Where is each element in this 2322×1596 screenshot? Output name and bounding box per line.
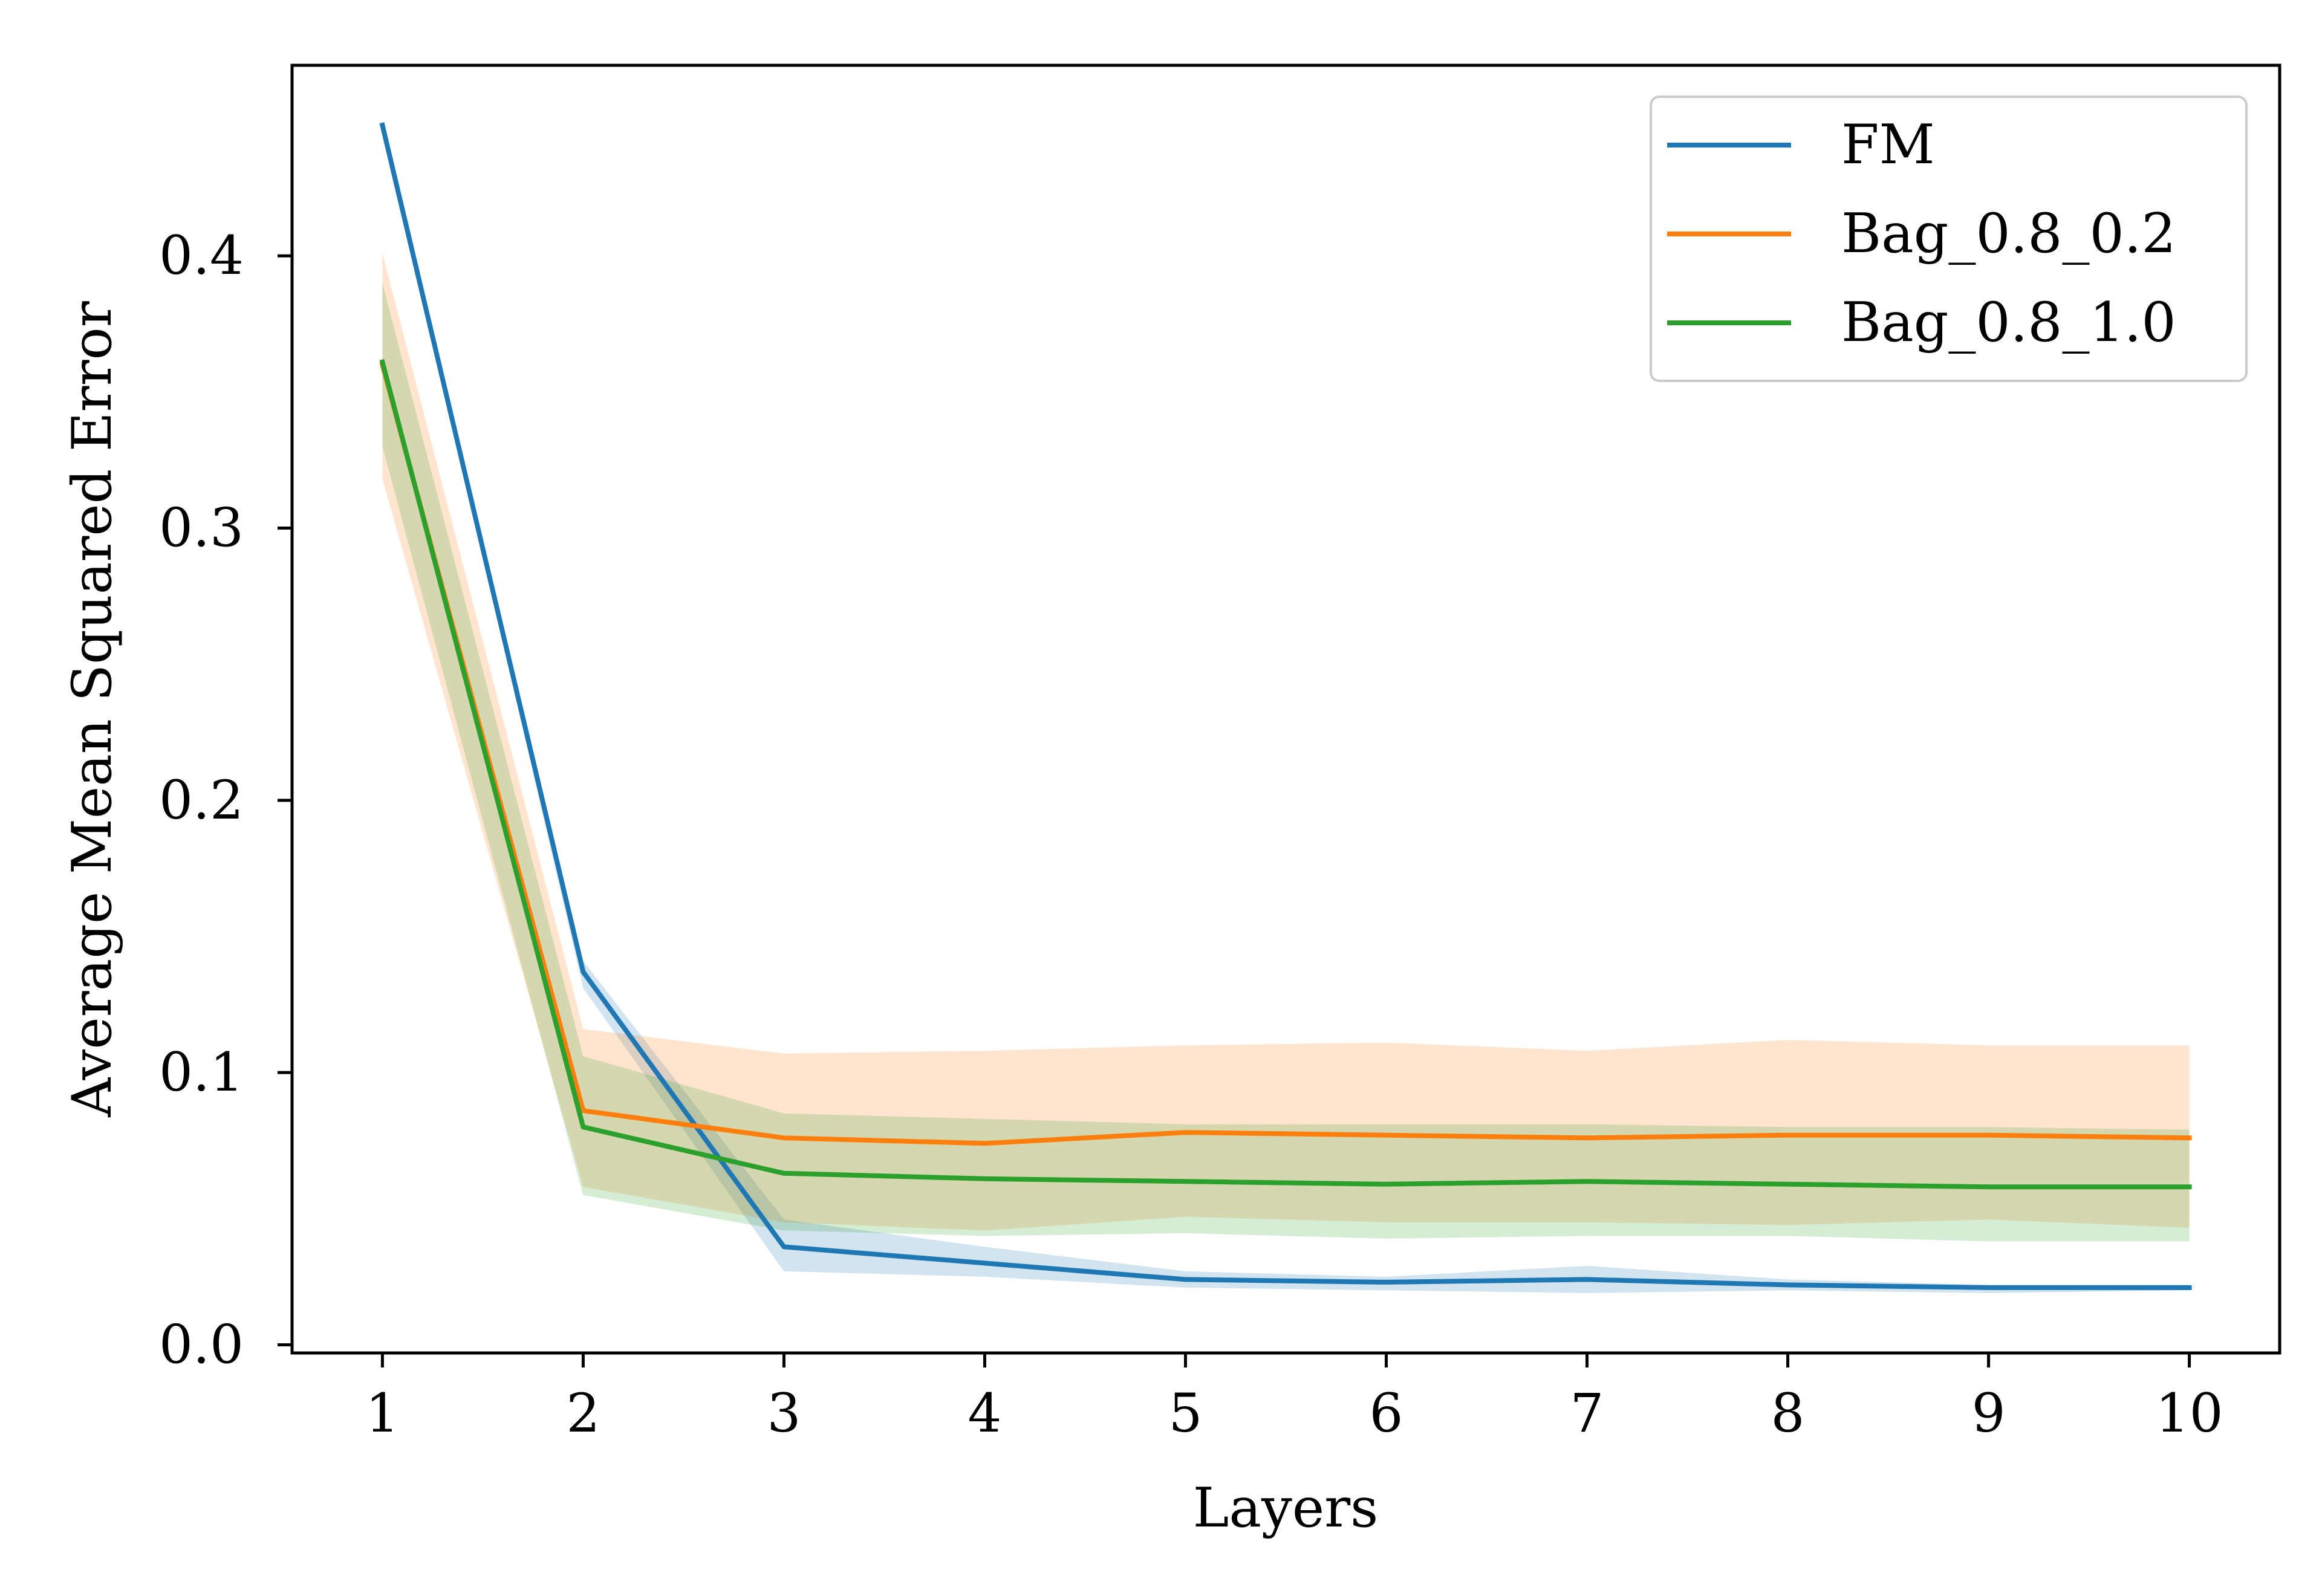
series-lines (379, 122, 2192, 1290)
x-tick-label-2: 2 (566, 1382, 600, 1444)
legend-label-fm: FM (1841, 113, 1935, 177)
x-tick-label-8: 8 (1771, 1382, 1805, 1444)
x-tick-label-4: 4 (968, 1382, 1001, 1444)
y-tick-label-0.1: 0.1 (159, 1041, 244, 1103)
legend-box (1650, 96, 2248, 382)
y-tick-label-0.3: 0.3 (159, 497, 244, 559)
y-tick-label-0.0: 0.0 (159, 1313, 244, 1375)
legend-label-bag-0-8-0-2: Bag_0.8_0.2 (1841, 202, 2176, 265)
x-axis-title: Layers (1193, 1476, 1379, 1540)
y-axis-title: Average Mean Squared Error (60, 300, 124, 1118)
band-bag-0-8-1-0 (382, 283, 2190, 1242)
line-bag-0-8-0-2 (379, 362, 2192, 1146)
y-tick-label-0.4: 0.4 (159, 224, 244, 287)
legend-label-bag-0-8-1-0: Bag_0.8_1.0 (1841, 291, 2176, 354)
plot-frame (290, 63, 2281, 1355)
line-bag-0-8-1-0 (379, 358, 2192, 1190)
x-tick-label-7: 7 (1570, 1382, 1604, 1444)
x-tick-label-3: 3 (767, 1382, 801, 1444)
x-tick-label-6: 6 (1370, 1382, 1403, 1444)
x-tick-label-5: 5 (1168, 1382, 1202, 1444)
y-axis-ticks: 0.0 0.1 0.2 0.3 0.4 (159, 224, 292, 1375)
legend: FM Bag_0.8_0.2 Bag_0.8_1.0 (1650, 96, 2248, 382)
x-axis-ticks: 1 2 3 4 5 6 7 8 9 10 (365, 1353, 2223, 1444)
x-tick-label-10: 10 (2156, 1382, 2223, 1444)
line-fm (379, 122, 2192, 1290)
confidence-bands (382, 125, 2190, 1293)
x-tick-label-1: 1 (365, 1382, 399, 1444)
band-bag-0-8-0-2 (382, 253, 2190, 1231)
y-tick-label-0.2: 0.2 (159, 769, 244, 831)
x-tick-label-9: 9 (1972, 1382, 2006, 1444)
